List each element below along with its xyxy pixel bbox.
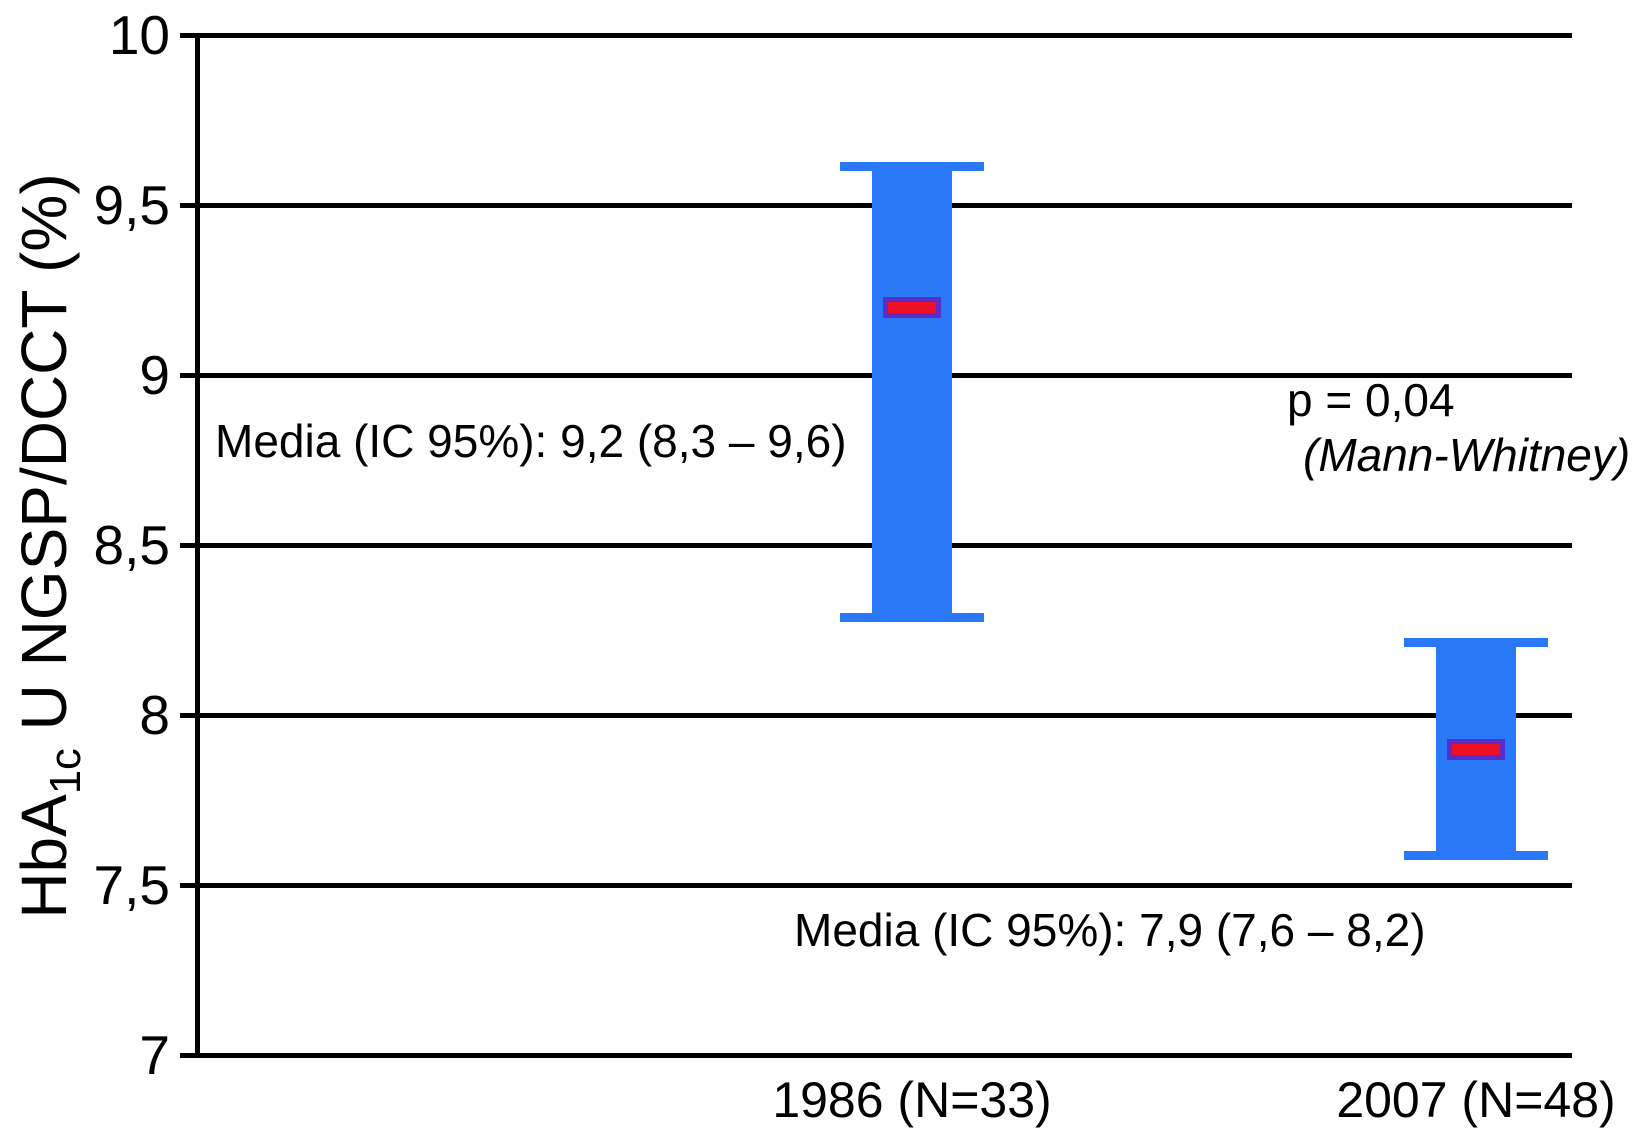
ci-cap-top-1986: [840, 162, 984, 171]
annotation-p-value: p = 0,04: [1287, 374, 1455, 426]
annotation-media-1986: Media (IC 95%): 9,2 (8,3 – 9,6): [215, 415, 847, 467]
gridline-7-5: [180, 882, 1572, 888]
y-tick-label-7: 7: [139, 1024, 170, 1086]
y-tick-label-9-5: 9,5: [93, 174, 170, 236]
y-axis-title-subscript: 1c: [41, 748, 90, 795]
gridline-7: [180, 1052, 1572, 1058]
y-tick-label-8-5: 8,5: [93, 514, 170, 576]
y-axis-title-suffix: U NGSP/DCCT (%): [8, 173, 80, 749]
x-tick-label-2007: 2007 (N=48): [1336, 1072, 1616, 1128]
ci-cap-bottom-1986: [840, 613, 984, 622]
mean-marker-fill-1986: [888, 301, 936, 313]
mean-marker-2007: [1447, 738, 1505, 760]
x-tick-label-1986: 1986 (N=33): [772, 1072, 1052, 1128]
ci-bar-1986: [872, 171, 952, 613]
mean-marker-fill-2007: [1452, 743, 1500, 755]
y-tick-label-7-5: 7,5: [93, 854, 170, 916]
annotation-test-name: (Mann-Whitney): [1303, 429, 1631, 481]
ci-cap-top-2007: [1404, 638, 1548, 647]
ci-cap-bottom-2007: [1404, 851, 1548, 860]
mean-marker-1986: [883, 296, 941, 318]
y-axis-line: [195, 33, 200, 1058]
y-tick-label-10: 10: [108, 4, 170, 66]
y-tick-label-8: 8: [139, 684, 170, 746]
annotation-media-2007: Media (IC 95%): 7,9 (7,6 – 8,2): [794, 904, 1426, 956]
gridline-10: [180, 32, 1572, 38]
gridline-8: [180, 712, 1572, 718]
y-tick-label-9: 9: [139, 344, 170, 406]
